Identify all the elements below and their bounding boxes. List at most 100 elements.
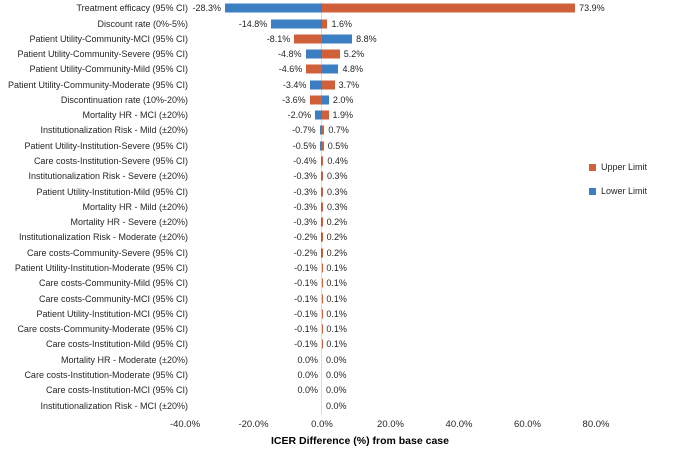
bar-upper-limit <box>322 232 323 242</box>
bar-lower-limit <box>320 202 322 212</box>
category-label: Treatment efficacy (95% CI) <box>76 3 188 14</box>
category-label: Care costs-Institution-Moderate (95% CI) <box>24 369 188 380</box>
value-label: -0.3% <box>293 186 317 197</box>
bar-lower-limit <box>319 125 322 135</box>
category-label: Mortality HR - Mild (±20%) <box>82 201 188 212</box>
value-label: 0.0% <box>326 354 347 365</box>
tornado-row: Patient Utility-Community-Moderate (95% … <box>0 77 676 92</box>
value-label: 0.0% <box>297 354 318 365</box>
value-label: 0.2% <box>326 217 348 228</box>
category-label: Discontinuation rate (10%-20%) <box>60 94 188 105</box>
bar-lower-limit <box>320 156 322 166</box>
bar-upper-limit <box>294 34 322 44</box>
value-label: 73.9% <box>579 3 605 14</box>
bar-upper-limit <box>322 202 324 212</box>
x-axis-title: ICER Difference (%) from base case <box>271 435 449 447</box>
legend-label: Upper Limit <box>601 162 648 172</box>
tornado-row: Care costs-Community-Severe (95% CI) -0.2… <box>0 245 676 260</box>
legend: Upper Limit Lower Limit <box>589 162 647 210</box>
value-label: -0.1% <box>294 262 318 273</box>
category-label: Patient Utility-Community-MCI (95% CI) <box>29 33 188 44</box>
bar-upper-limit <box>322 248 323 258</box>
tornado-row: Patient Utility-Community-MCI (95% CI) -8… <box>0 31 676 46</box>
tornado-row: Care costs-Institution-Mild (95% CI) -0.1… <box>0 337 676 352</box>
x-tick-label: 60.0% <box>514 419 541 430</box>
value-label: -0.2% <box>293 247 318 258</box>
tornado-row: Institutionalization Risk - Severe (±20%… <box>0 169 676 184</box>
value-label: 0.0% <box>326 385 347 396</box>
category-label: Care costs-Community-Moderate (95% CI) <box>17 324 188 335</box>
category-label: Mortality HR - MCI (±20%) <box>82 110 188 121</box>
category-label: Care costs-Community-Mild (95% CI) <box>38 278 188 289</box>
bar-lower-limit <box>321 232 322 242</box>
value-label: -3.4% <box>282 79 307 90</box>
tornado-row: Care costs-Community-Moderate (95% CI) -0… <box>0 321 676 336</box>
bar-lower-limit <box>310 80 322 90</box>
value-label: -0.4% <box>293 156 317 167</box>
value-label: -0.1% <box>294 339 318 350</box>
value-label: 4.8% <box>342 64 363 75</box>
category-label: Discount rate (0%-5%) <box>97 18 188 29</box>
bar-lower-limit <box>321 248 322 258</box>
value-label: -14.8% <box>238 18 268 29</box>
x-tick-label: 40.0% <box>445 419 473 430</box>
category-label: Mortality HR - Severe (±20%) <box>70 217 188 228</box>
category-label: Care costs-Institution-MCI (95% CI) <box>45 385 188 396</box>
bar-lower-limit <box>320 187 322 197</box>
value-label: 0.1% <box>326 262 347 273</box>
category-label: Care costs-Institution-Mild (95% CI) <box>45 339 188 350</box>
value-label: 0.1% <box>326 324 347 335</box>
category-label: Patient Utility-Institution-MCI (95% CI) <box>36 308 188 319</box>
value-label: -28.3% <box>192 3 222 14</box>
bar-lower-limit <box>322 64 339 74</box>
value-label: 0.3% <box>327 171 348 182</box>
category-label: Institutionalization Risk - Severe (±20%… <box>28 171 188 182</box>
legend-swatch-lower-icon <box>589 187 596 195</box>
value-label: -4.8% <box>278 49 302 60</box>
value-label: -3.6% <box>282 94 306 105</box>
value-label: 0.0% <box>297 369 318 380</box>
value-label: -0.1% <box>294 293 318 304</box>
bar-upper-limit <box>322 49 340 59</box>
bar-upper-limit <box>322 3 576 13</box>
bar-upper-limit <box>322 80 335 90</box>
bar-upper-limit <box>322 141 324 151</box>
bar-lower-limit <box>320 141 322 151</box>
x-axis: -40.0% -20.0% 0.0% 20.0% 40.0% 60.0% 80.0% <box>0 419 676 432</box>
value-label: 0.1% <box>326 339 347 350</box>
bar-lower-limit <box>315 110 322 120</box>
x-tick-label: 80.0% <box>582 419 610 430</box>
bar-lower-limit <box>305 49 322 59</box>
category-label: Care costs-Community-Severe (95% CI) <box>26 247 188 258</box>
value-label: -0.1% <box>294 278 318 289</box>
value-label: -0.2% <box>293 232 318 243</box>
value-label: 0.0% <box>297 385 318 396</box>
value-label: -0.3% <box>293 217 317 228</box>
plot-area: Treatment efficacy (95% CI) -28.3% 73.9% Di… <box>0 3 676 410</box>
tornado-row: Institutionalization Risk - Mild (±20%) -… <box>0 123 676 138</box>
category-label: Patient Utility-Community-Mild (95% CI) <box>29 64 188 75</box>
legend-item-upper: Upper Limit <box>589 162 647 172</box>
value-label: 0.1% <box>326 293 347 304</box>
value-label: 0.2% <box>326 247 348 258</box>
tornado-row: Discount rate (0%-5%) -14.8% 1.6% <box>0 16 676 31</box>
x-tick-label: 0.0% <box>311 419 333 430</box>
tornado-row: Patient Utility-Institution-Severe (95% … <box>0 138 676 153</box>
value-label: 0.4% <box>327 156 348 167</box>
value-label: -0.1% <box>294 324 318 335</box>
category-label: Mortality HR - Moderate (±20%) <box>61 354 188 365</box>
category-label: Patient Utility-Institution-Moderate (95… <box>14 262 188 273</box>
bar-lower-limit <box>225 3 322 13</box>
value-label: -4.6% <box>278 64 303 75</box>
legend-label: Lower Limit <box>601 186 648 196</box>
value-label: 0.2% <box>326 232 348 243</box>
category-label: Institutionalization Risk - Mild (±20%) <box>40 125 189 136</box>
category-label: Institutionalization Risk - Moderate (±2… <box>18 232 188 243</box>
tornado-row: Mortality HR - MCI (±20%) -2.0% 1.9% <box>0 108 676 123</box>
bar-upper-limit <box>322 110 329 120</box>
bar-upper-limit <box>322 156 324 166</box>
bar-lower-limit <box>271 19 322 28</box>
bar-lower-limit <box>322 95 329 105</box>
x-tick-label: -20.0% <box>238 419 269 430</box>
